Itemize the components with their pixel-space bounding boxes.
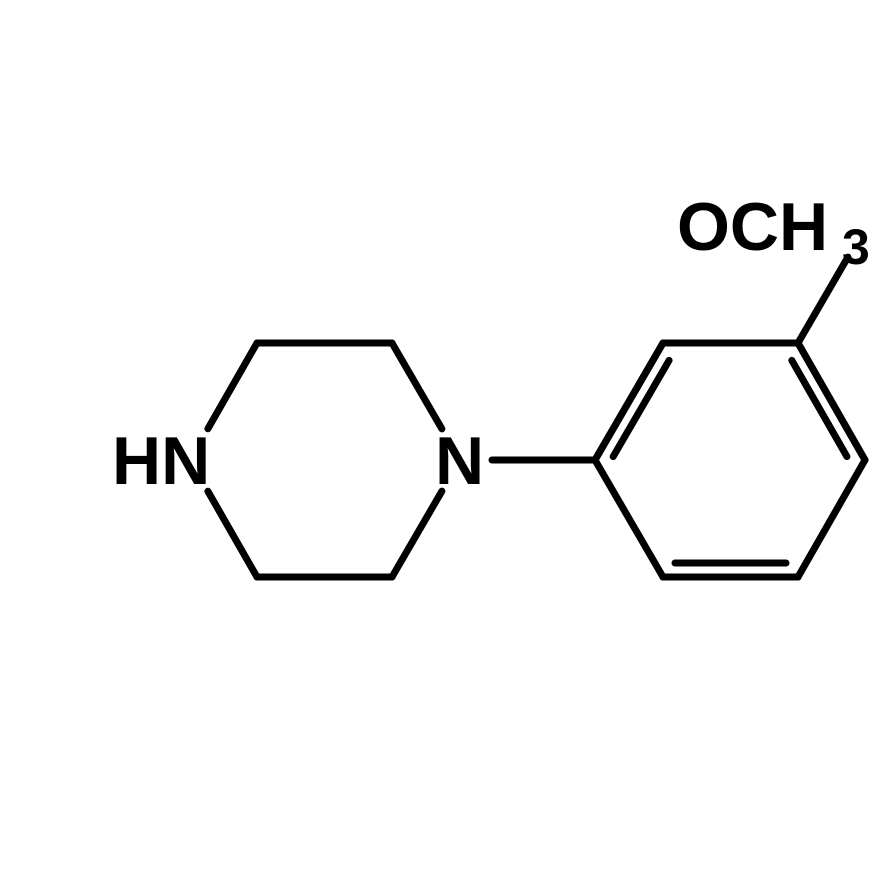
- atom-label-N2_label: N: [435, 423, 484, 499]
- molecule-diagram: HN N OCH3: [0, 0, 890, 890]
- atom-label-sub3_label: 3: [842, 219, 870, 275]
- atom-label-OCH_label: OCH: [677, 189, 828, 265]
- atom-label-HN_label: HN: [112, 423, 210, 499]
